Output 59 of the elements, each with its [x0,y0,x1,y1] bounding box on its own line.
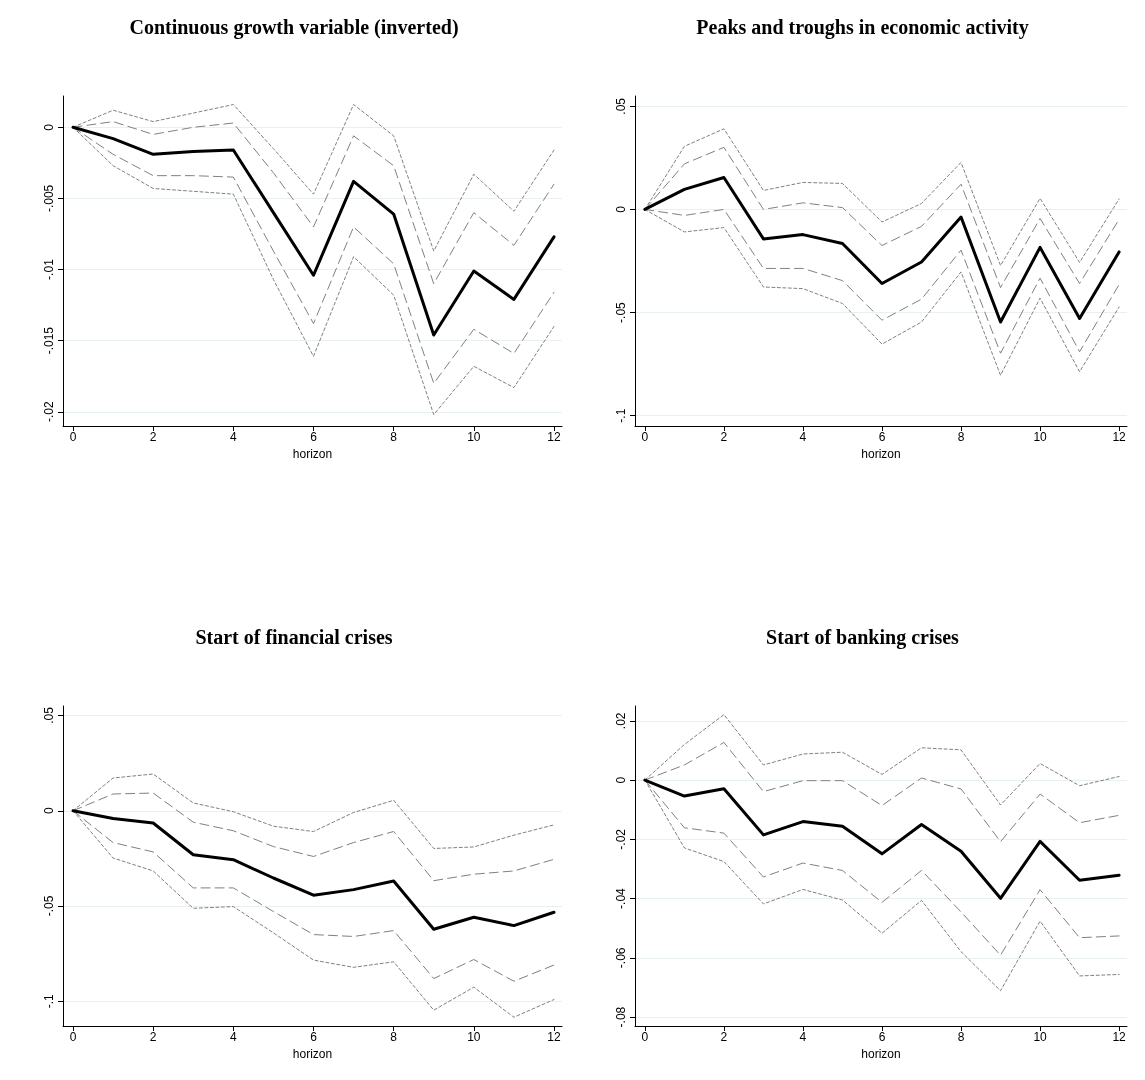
x-tick-label: 0 [69,1030,77,1044]
y-tick-label: -.1 [614,408,628,423]
y-tick-label: -.015 [42,326,56,355]
x-axis-title: horizon [292,1046,333,1061]
y-tick-label: 0 [614,776,628,784]
x-tick-label: 8 [390,430,398,444]
x-tick-label: 10 [1033,1030,1048,1044]
y-tick-label: -.01 [42,258,56,280]
line-series [643,778,1121,900]
x-tick-label: 12 [547,430,561,444]
x-tick-label: 0 [641,1030,649,1044]
x-tick-label: 10 [467,430,481,444]
x-tick-label: 12 [547,1030,561,1044]
y-tick-label: .05 [614,97,628,115]
chart-title: Continuous growth variable (inverted) [129,16,459,39]
y-tick-label: 0 [42,123,56,131]
x-axis-title: horizon [292,446,333,461]
x-tick-label: 8 [390,1030,398,1044]
x-axis-title: horizon [861,1046,901,1061]
y-tick-label: -.08 [614,1006,628,1028]
x-tick-label: 10 [1033,430,1048,444]
line-series [71,809,556,931]
x-tick-label: 6 [878,430,886,444]
x-tick-label: 8 [957,430,965,444]
y-tick-label: -.02 [42,401,56,423]
x-axis-title: horizon [861,446,901,461]
y-tick-label: .02 [614,712,628,730]
line-series [643,175,1121,324]
x-tick-label: 6 [310,1030,318,1044]
x-tick-label: 12 [1112,430,1127,444]
x-tick-label: 2 [149,430,157,444]
x-tick-label: 10 [467,1030,481,1044]
x-tick-label: 4 [799,430,807,444]
x-tick-label: 2 [149,1030,157,1044]
y-tick-label: -.06 [614,947,628,969]
x-tick-label: 12 [1112,1030,1127,1044]
y-tick-label: -.05 [42,895,56,917]
x-tick-label: 4 [799,1030,807,1044]
chart-title: Peaks and troughs in economic activity [696,16,1029,39]
y-tick-label: 0 [614,205,628,213]
x-tick-label: 4 [230,1030,237,1044]
y-tick-label: -.005 [42,184,56,213]
x-tick-label: 6 [310,430,318,444]
chart-title: Start of financial crises [195,626,393,648]
chart-title: Start of banking crises [766,626,960,649]
y-tick-label: -.04 [614,887,628,909]
y-tick-label: .05 [42,706,56,724]
y-tick-label: 0 [42,807,56,815]
line-series [71,125,556,337]
x-tick-label: 8 [957,1030,965,1044]
x-tick-label: 4 [230,430,237,444]
x-tick-label: 0 [69,430,77,444]
x-tick-label: 6 [878,1030,886,1044]
y-tick-label: -.05 [614,301,628,323]
y-tick-label: -.02 [614,828,628,850]
y-tick-label: -.1 [42,993,56,1009]
x-tick-label: 0 [641,430,649,444]
x-tick-label: 2 [720,430,728,444]
x-tick-label: 2 [720,1030,728,1044]
